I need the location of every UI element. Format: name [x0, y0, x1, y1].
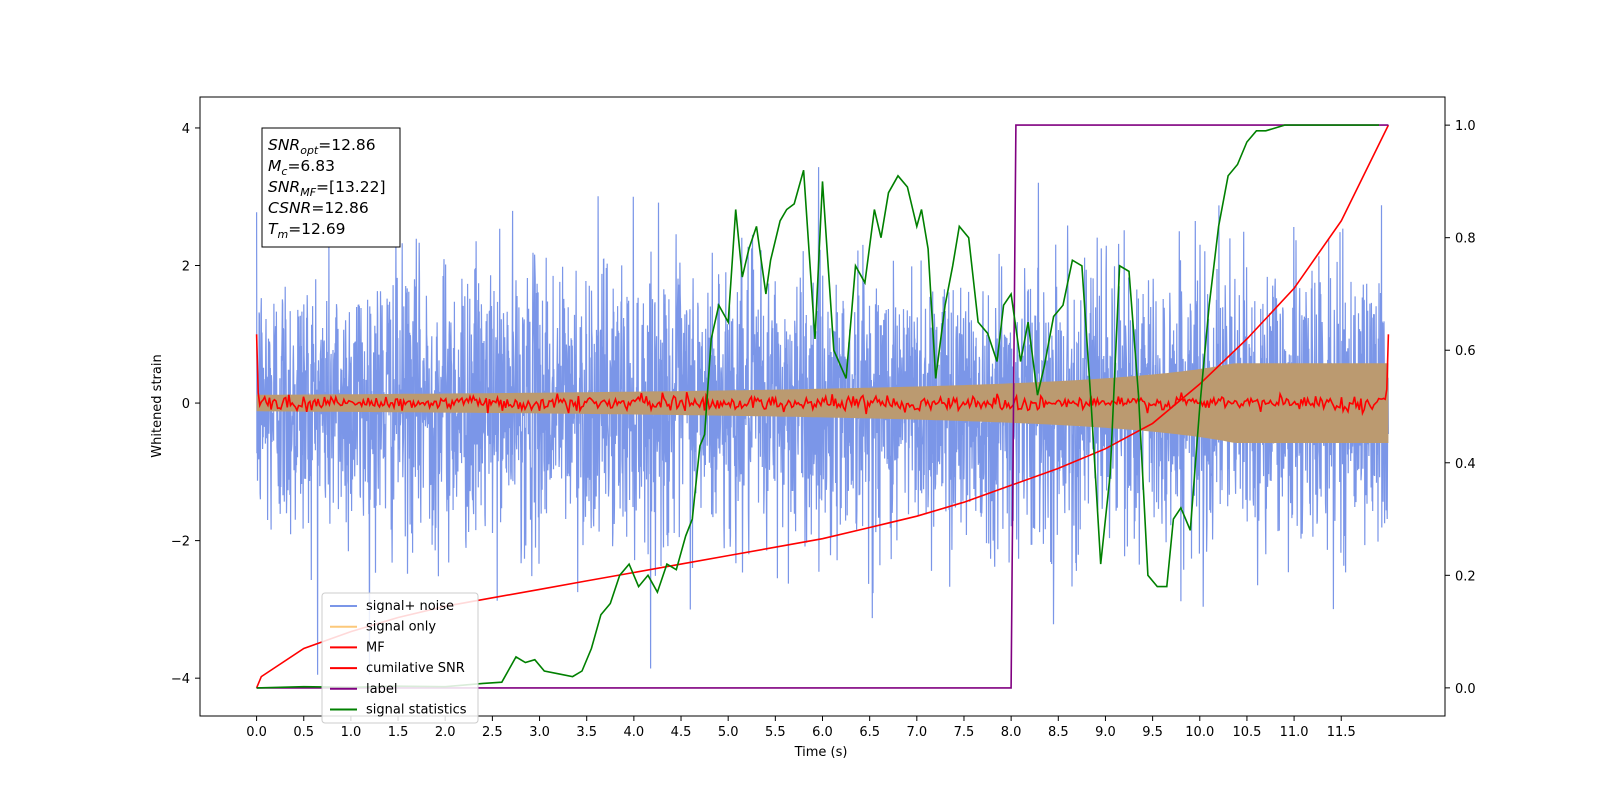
x-tick-label: 11.0 — [1280, 725, 1309, 740]
stat-line: Tm=12.69 — [268, 220, 346, 241]
stat-line: CSNR=12.86 — [268, 199, 369, 217]
x-tick-label: 4.0 — [624, 725, 645, 740]
x-tick-label: 10.0 — [1185, 725, 1214, 740]
y-tick-label: 0 — [182, 397, 190, 412]
x-tick-label: 8.0 — [1001, 725, 1022, 740]
x-tick-label: 8.5 — [1048, 725, 1069, 740]
x-tick-label: 9.0 — [1095, 725, 1116, 740]
y-right-tick-label: 0.6 — [1455, 344, 1476, 359]
legend-entry: signal+ noise — [330, 599, 454, 614]
x-tick-label: 2.0 — [435, 725, 456, 740]
y-right-tick-label: 0.0 — [1455, 682, 1476, 697]
stat-line: SNRMF=[13.22] — [268, 178, 386, 199]
label-line — [256, 124, 1389, 689]
y-tick-label: 4 — [182, 122, 190, 137]
x-tick-label: 2.5 — [482, 725, 503, 740]
x-tick-label: 6.5 — [859, 725, 880, 740]
x-tick-label: 3.5 — [576, 725, 597, 740]
x-tick-label: 4.5 — [671, 725, 692, 740]
signal-only-band — [256, 363, 1389, 443]
x-axis: 0.0 0.5 1.0 1.5 2.0 2.5 3.0 3.5 4.0 4.5 5.0 5.5 6.0 6… — [246, 716, 1356, 740]
signal-plus-noise-line — [256, 167, 1389, 675]
x-tick-label: 6.0 — [812, 725, 833, 740]
x-tick-label: 10.5 — [1232, 725, 1261, 740]
y-right-tick-label: 0.4 — [1455, 457, 1476, 472]
y-axis-left: −4 −2 0 2 4 — [171, 122, 200, 687]
x-tick-label: 0.0 — [246, 725, 267, 740]
legend-label: MF — [366, 640, 385, 655]
x-tick-label: 9.5 — [1142, 725, 1163, 740]
x-tick-label: 3.0 — [529, 725, 550, 740]
x-axis-label: Time (s) — [794, 745, 848, 760]
legend-entry: MF — [330, 640, 385, 655]
y-tick-label: −4 — [171, 672, 190, 687]
x-tick-label: 1.5 — [388, 725, 409, 740]
legend-label: signal only — [366, 620, 436, 635]
y-axis-right: 0.0 0.2 0.4 0.6 0.8 1.0 — [1445, 119, 1476, 697]
x-tick-label: 11.5 — [1327, 725, 1356, 740]
x-tick-label: 1.0 — [341, 725, 362, 740]
y-tick-label: 2 — [182, 260, 190, 275]
y-right-tick-label: 1.0 — [1455, 119, 1476, 134]
x-tick-label: 7.0 — [906, 725, 927, 740]
legend-entry: label — [330, 682, 397, 697]
legend-entry: signal only — [330, 620, 436, 635]
signal-statistics-line — [256, 124, 1379, 689]
stat-line: Mc=6.83 — [268, 157, 335, 178]
legend-entry: cumilative SNR — [330, 661, 465, 676]
stats-annotation-box: SNRopt=12.86Mc=6.83SNRMF=[13.22]CSNR=12.… — [261, 127, 401, 248]
y-tick-label: −2 — [171, 535, 190, 550]
legend-label: cumilative SNR — [366, 661, 465, 676]
y-right-tick-label: 0.8 — [1455, 232, 1476, 247]
x-tick-label: 0.5 — [293, 725, 314, 740]
x-tick-label: 7.5 — [954, 725, 975, 740]
stat-line: SNRopt=12.86 — [268, 136, 376, 157]
x-tick-label: 5.0 — [718, 725, 739, 740]
legend-entry: signal statistics — [330, 703, 467, 718]
y-axis-label: Whitened strain — [150, 354, 165, 457]
x-tick-label: 5.5 — [765, 725, 786, 740]
legend-label: signal+ noise — [366, 599, 454, 614]
y-right-tick-label: 0.2 — [1455, 569, 1476, 584]
legend-label: signal statistics — [366, 703, 467, 718]
legend-label: label — [366, 682, 397, 697]
legend: signal+ noise signal only MF cumilative SNR… — [321, 592, 479, 724]
